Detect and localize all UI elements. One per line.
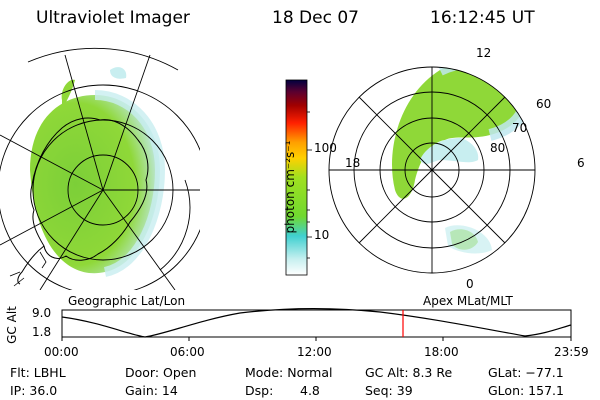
dsp-info-value: 4.8 (300, 383, 320, 398)
outer-boundary-left (27, 47, 191, 271)
time-label: 16:12:45 UT (430, 8, 535, 28)
altitude-ytick-high: 9.0 (32, 306, 52, 320)
altitude-ytick-low: 1.8 (32, 325, 52, 339)
mlat-label-60: 60 (536, 97, 552, 111)
geographic-caption: Geographic Lat/Lon (68, 294, 186, 308)
mlt-meridians (329, 67, 535, 273)
colorbar-tick-100: 100 (314, 141, 337, 155)
aurora-emission-left (30, 95, 160, 274)
xtick-1200: 12:00 (297, 345, 332, 359)
gain-info: Gain: 14 (125, 383, 178, 398)
colorbar-tick-10: 10 (314, 228, 330, 242)
glat-info: GLat: −77.1 (488, 365, 564, 380)
coastline (30, 117, 149, 261)
filter-info: Flt: LBHL (10, 365, 66, 380)
mlt-label-12: 12 (476, 46, 492, 60)
colorbar-ticks (307, 111, 312, 259)
dsp-info-label: Dsp: (245, 383, 274, 398)
seq-info: Seq: 39 (365, 383, 413, 398)
geographic-panel (0, 54, 200, 290)
colorbar (285, 79, 308, 276)
lat-circle-3 (0, 84, 200, 290)
glon-info: GLon: 157.1 (488, 383, 564, 398)
mlt-label-6: 6 (577, 156, 585, 170)
date-label: 18 Dec 07 (272, 8, 359, 28)
apex-caption: Apex MLat/MLT (423, 294, 513, 308)
mode-info: Mode: Normal (245, 365, 333, 380)
ip-info: IP: 36.0 (10, 383, 58, 398)
xtick-1800: 18:00 (424, 345, 459, 359)
aurora-emission-right (392, 67, 526, 199)
mlt-label-0: 0 (466, 277, 474, 291)
aurora-inner-right (420, 138, 479, 165)
altitude-ylabel: GC Alt (5, 306, 19, 344)
mlat-label-70: 70 (512, 121, 528, 135)
aurora-edge-left (94, 90, 166, 277)
coast-detail (9, 251, 47, 287)
xtick-0600: 06:00 (170, 345, 205, 359)
mlat-label-80: 80 (490, 141, 506, 155)
mlt-label-18: 18 (345, 156, 361, 170)
door-info: Door: Open (125, 365, 197, 380)
gc-alt-info: GC Alt: 8.3 Re (365, 365, 453, 380)
colorbar-label: photon cm⁻²s⁻¹ (283, 140, 297, 234)
meridians (0, 54, 200, 290)
xtick-0000: 00:00 (44, 345, 79, 359)
peninsula (17, 245, 45, 285)
aurora-arc-left (61, 79, 75, 110)
altitude-xticks (61, 337, 572, 341)
aurora-spot-left (110, 67, 127, 79)
altitude-curve (61, 308, 572, 338)
instrument-title: Ultraviolet Imager (36, 8, 190, 28)
altitude-plot-frame (61, 309, 572, 338)
xtick-2359: 23:59 (554, 345, 589, 359)
